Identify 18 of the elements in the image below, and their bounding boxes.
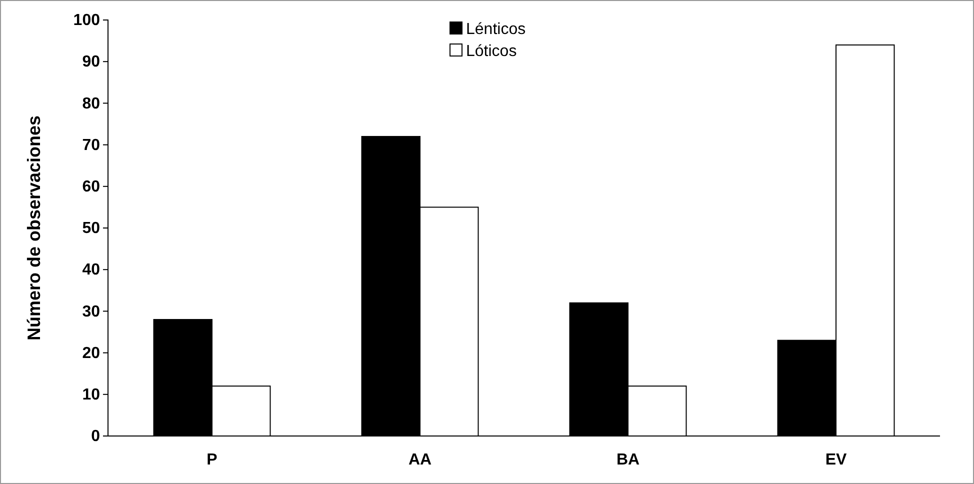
x-tick-label: AA [408, 452, 432, 469]
legend-label: Lóticos [466, 43, 517, 60]
y-tick-label: 90 [82, 54, 100, 71]
y-tick-label: 0 [91, 428, 100, 446]
legend-label: Lénticos [466, 21, 526, 38]
x-tick-label: BA [616, 452, 640, 469]
y-tick-label: 80 [82, 95, 100, 112]
y-tick-label: 20 [82, 344, 100, 362]
y-tick-label: 60 [82, 178, 100, 196]
y-tick-label: 30 [82, 303, 100, 320]
x-tick-label: EV [825, 452, 847, 469]
y-tick-label: 70 [82, 136, 100, 154]
x-tick-label: P [206, 452, 218, 469]
y-tick-label: 10 [82, 386, 100, 404]
y-tick-label: 50 [82, 220, 100, 238]
y-tick-label: 100 [73, 12, 100, 30]
y-axis-title: Número de observaciones [24, 115, 44, 341]
y-tick-label: 40 [82, 262, 100, 279]
